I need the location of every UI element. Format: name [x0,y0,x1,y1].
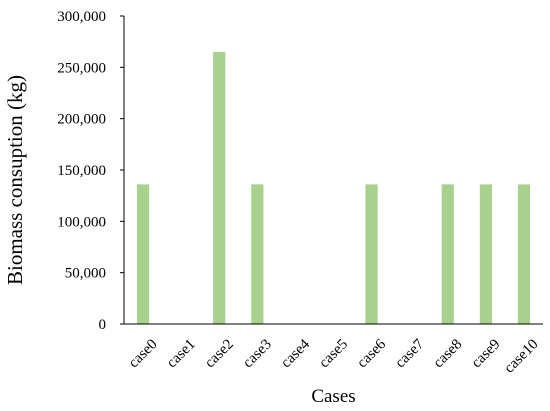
x-tick-label-case6: case6 [354,336,389,371]
bar-case0 [136,184,150,324]
bar-case9 [479,184,492,324]
x-tick-label-case3: case3 [240,336,275,371]
y-axis-title: Biomass consuption (kg) [3,75,27,285]
x-tick-label-case10: case10 [501,336,541,376]
x-tick-label-case1: case1 [164,336,199,371]
x-tick-label-case7: case7 [392,336,427,371]
bar-case3 [251,184,264,324]
x-axis-title: Cases [311,386,355,407]
bar-case10 [517,184,531,324]
x-tick-label-case4: case4 [278,336,313,371]
bar-case6 [365,184,378,324]
y-tick-label: 0 [99,317,107,333]
x-tick-label-case5: case5 [316,336,351,371]
x-tick-label-case0: case0 [126,336,161,371]
x-tick-label-case8: case8 [431,336,466,371]
y-tick-label: 150,000 [57,163,106,179]
y-tick-label: 100,000 [57,214,106,230]
y-tick-label: 300,000 [57,9,106,25]
x-tick-label-case9: case9 [469,336,504,371]
bar-case2 [213,51,226,324]
bars-group [136,51,531,324]
y-tick-label: 250,000 [57,60,106,76]
y-tick-label: 50,000 [65,266,106,282]
y-axis-ticks: 0 50,000 100,000 150,000 200,000 250,000 300,0… [57,9,124,333]
bar-case8 [441,184,454,324]
x-axis-ticks: case0 case1 case2 case3 case4 case5 case6 case7… [126,336,542,377]
y-tick-label: 200,000 [57,112,106,128]
x-tick-label-case2: case2 [202,336,237,371]
